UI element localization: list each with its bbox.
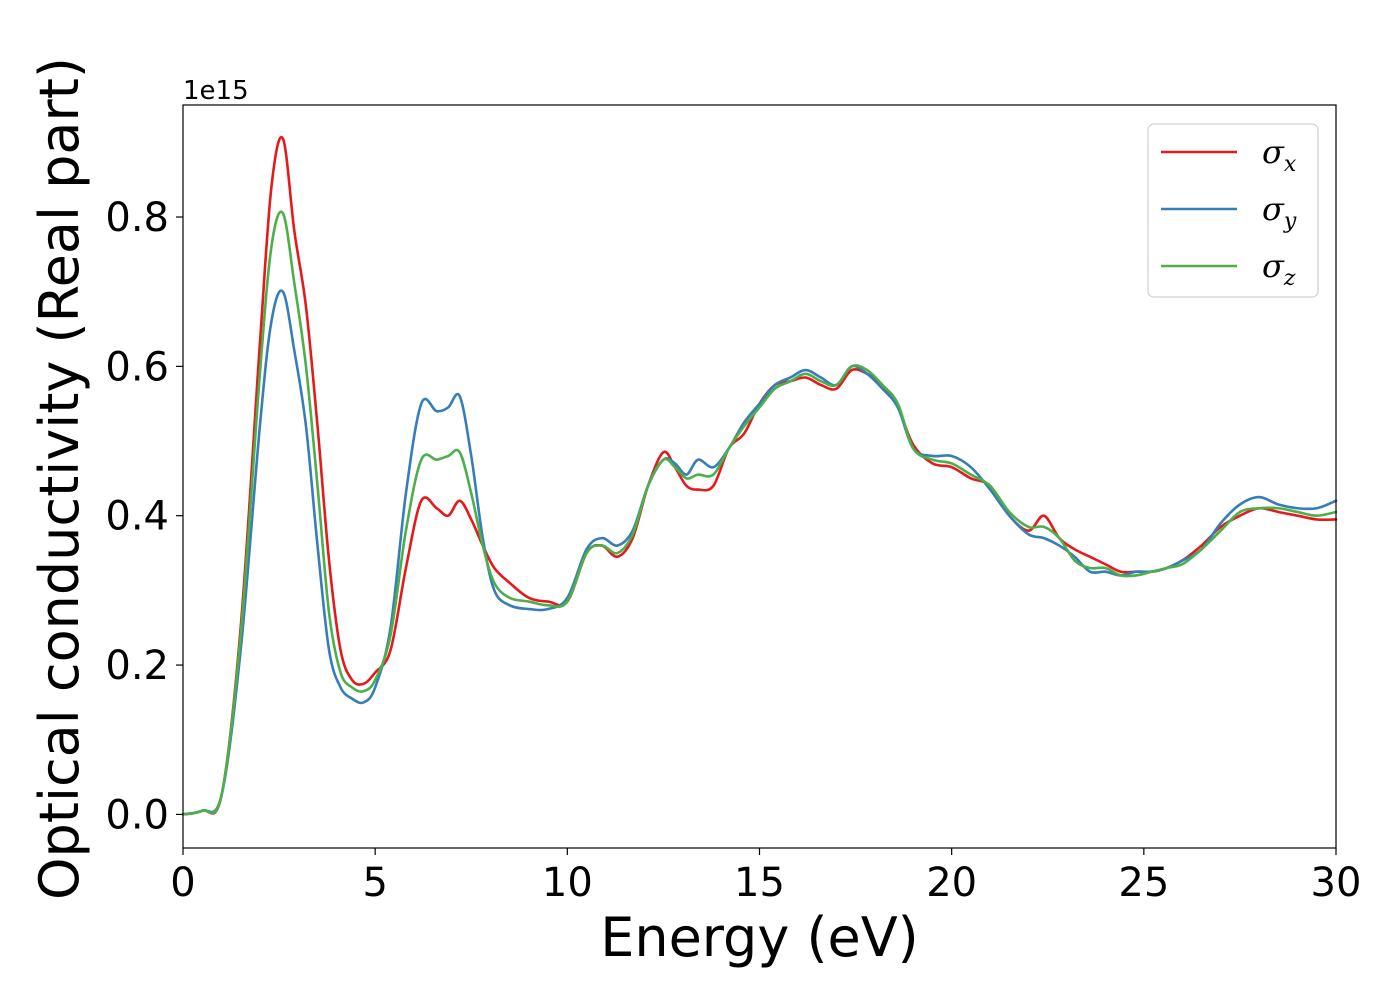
x-tick-label: 30 [1311, 860, 1362, 906]
y-tick-label: 0.6 [105, 344, 169, 390]
plot-area [181, 135, 1338, 816]
x-tick-label: 0 [170, 860, 195, 906]
legend-label-x: σx [1262, 133, 1297, 177]
x-tick-label: 15 [734, 860, 785, 906]
y-tick-label: 0.0 [105, 792, 169, 838]
legend-box [1147, 123, 1319, 298]
series-line-y [181, 289, 1338, 816]
y-axis-title: Optical conductivity (Real part) [28, 57, 91, 900]
y-offset-label: 1e15 [183, 76, 249, 106]
y-tick-label: 0.2 [105, 643, 169, 689]
y-tick-label: 0.4 [105, 494, 169, 540]
axis-ticks: 0 5 10 15 20 25 30 0.0 0.2 0.4 0.6 0.8 [105, 195, 1361, 906]
x-tick-label: 20 [926, 860, 977, 906]
x-tick-label: 25 [1118, 860, 1169, 906]
series-line-x [181, 135, 1338, 816]
x-axis-title: Energy (eV) [600, 906, 919, 969]
y-tick-label: 0.8 [105, 195, 169, 241]
x-tick-label: 5 [362, 860, 387, 906]
plot-frame [182, 104, 1337, 849]
x-tick-label: 10 [542, 860, 593, 906]
series-line-z [181, 210, 1338, 816]
